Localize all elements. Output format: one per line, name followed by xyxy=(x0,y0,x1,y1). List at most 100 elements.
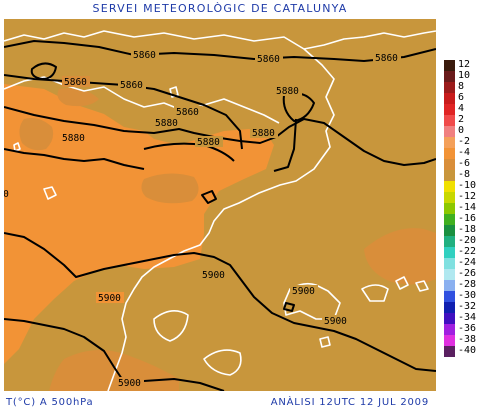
legend-label: -14 xyxy=(458,202,477,213)
field-patch xyxy=(57,88,99,107)
legend-swatch xyxy=(444,247,455,258)
legend-entry: 12 xyxy=(444,59,485,71)
contour-label: 5900 xyxy=(96,292,124,304)
svg-text:5900: 5900 xyxy=(324,316,347,327)
svg-text:5900: 5900 xyxy=(292,286,315,297)
legend-swatch xyxy=(444,313,455,324)
legend-swatch xyxy=(444,181,455,192)
contour-label: 5880 xyxy=(4,188,12,200)
svg-text:5860: 5860 xyxy=(133,50,156,61)
legend-entry: -14 xyxy=(444,202,485,214)
legend-entry: -22 xyxy=(444,246,485,258)
legend-swatch xyxy=(444,335,455,346)
legend-entry: -40 xyxy=(444,345,485,357)
legend-entry: -16 xyxy=(444,213,485,225)
legend-swatch xyxy=(444,214,455,225)
legend-swatch xyxy=(444,104,455,115)
legend-entry: 8 xyxy=(444,81,485,93)
legend-label: -20 xyxy=(458,235,477,246)
temperature-map: 5860 5860 5860 5860 5860 5860 5880 5880 … xyxy=(4,19,436,391)
legend-swatch xyxy=(444,302,455,313)
contour-label: 5900 xyxy=(290,285,318,297)
svg-text:5880: 5880 xyxy=(252,128,275,139)
svg-text:5860: 5860 xyxy=(375,53,398,64)
contour-label: 5880 xyxy=(195,136,223,148)
legend-swatch xyxy=(444,159,455,170)
legend-label: 2 xyxy=(458,114,465,125)
legend-entry: -18 xyxy=(444,224,485,236)
legend-label: 6 xyxy=(458,92,465,103)
color-legend: 12 10 8 6 4 2 0 -2 -4 -6 -8 -10 -12 -14 -16 -18 -20 -22 -2… xyxy=(444,59,485,357)
contour-label: 5880 xyxy=(60,132,88,144)
svg-text:5860: 5860 xyxy=(176,107,199,118)
legend-swatch xyxy=(444,203,455,214)
legend-entry: 10 xyxy=(444,70,485,82)
legend-label: -18 xyxy=(458,224,477,235)
field-patch xyxy=(364,228,436,285)
legend-label: -40 xyxy=(458,345,477,356)
svg-text:5880: 5880 xyxy=(4,189,9,200)
svg-text:5880: 5880 xyxy=(155,118,178,129)
legend-entry: 0 xyxy=(444,125,485,137)
svg-text:5860: 5860 xyxy=(257,54,280,65)
legend-label: -30 xyxy=(458,290,477,301)
legend-entry: -32 xyxy=(444,301,485,313)
contour-label: 5880 xyxy=(250,127,278,139)
legend-entry: -20 xyxy=(444,235,485,247)
legend-label: -38 xyxy=(458,334,477,345)
legend-swatch xyxy=(444,192,455,203)
contour-label: 5860 xyxy=(62,76,90,88)
legend-label: 0 xyxy=(458,125,465,136)
legend-entry: -24 xyxy=(444,257,485,269)
legend-swatch xyxy=(444,71,455,82)
field-warm-region xyxy=(4,84,274,364)
legend-label: 12 xyxy=(458,59,471,70)
legend-swatch xyxy=(444,291,455,302)
svg-text:5860: 5860 xyxy=(120,80,143,91)
legend-swatch xyxy=(444,225,455,236)
contour-label: 5860 xyxy=(131,49,159,61)
legend-swatch xyxy=(444,236,455,247)
svg-text:5900: 5900 xyxy=(98,293,121,304)
svg-text:5900: 5900 xyxy=(202,270,225,281)
analysis-time-label: ANÀLISI 12UTC 12 JUL 2009 xyxy=(270,397,429,408)
contour-label: 5860 xyxy=(118,79,146,91)
legend-label: -12 xyxy=(458,191,477,202)
legend-label: -26 xyxy=(458,268,477,279)
legend-swatch xyxy=(444,115,455,126)
legend-entry: 4 xyxy=(444,103,485,115)
legend-label: 8 xyxy=(458,81,465,92)
field-patch xyxy=(19,118,54,151)
contour-label: 5860 xyxy=(174,106,202,118)
legend-entry: -28 xyxy=(444,279,485,291)
legend-entry: -2 xyxy=(444,136,485,148)
legend-swatch xyxy=(444,280,455,291)
legend-swatch xyxy=(444,60,455,71)
legend-label: -22 xyxy=(458,246,477,257)
legend-swatch xyxy=(444,126,455,137)
legend-label: -6 xyxy=(458,158,471,169)
legend-entry: -38 xyxy=(444,334,485,346)
legend-swatch xyxy=(444,82,455,93)
legend-label: -4 xyxy=(458,147,471,158)
contour-label: 5880 xyxy=(153,117,181,129)
legend-label: -8 xyxy=(458,169,471,180)
legend-swatch xyxy=(444,269,455,280)
page-title: SERVEI METEOROLÒGIC DE CATALUNYA xyxy=(92,2,348,15)
legend-label: -2 xyxy=(458,136,471,147)
legend-label: -16 xyxy=(458,213,477,224)
legend-entry: -8 xyxy=(444,169,485,181)
legend-label: 10 xyxy=(458,70,471,81)
legend-entry: -34 xyxy=(444,312,485,324)
svg-text:5880: 5880 xyxy=(197,137,220,148)
legend-label: -34 xyxy=(458,312,477,323)
legend-entry: 6 xyxy=(444,92,485,104)
svg-text:5860: 5860 xyxy=(64,77,87,88)
svg-text:5880: 5880 xyxy=(62,133,85,144)
contour-label: 5860 xyxy=(373,52,401,64)
legend-entry: 2 xyxy=(444,114,485,126)
legend-swatch xyxy=(444,170,455,181)
variable-label: T(°C) A 500hPa xyxy=(6,397,94,408)
svg-text:5900: 5900 xyxy=(118,378,141,389)
legend-swatch xyxy=(444,324,455,335)
